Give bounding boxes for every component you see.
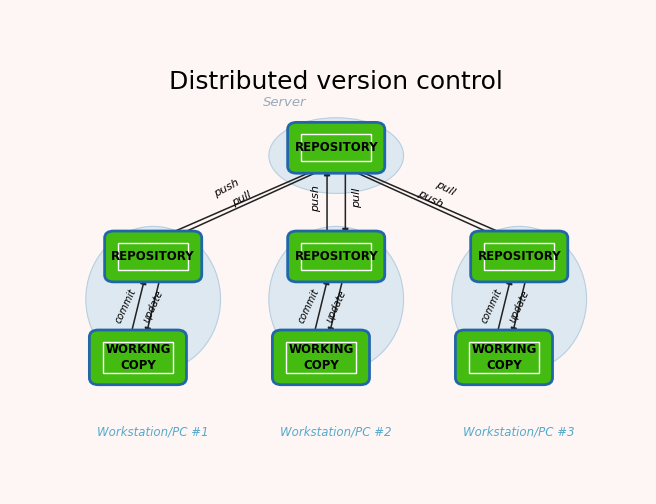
Ellipse shape <box>269 226 403 372</box>
FancyBboxPatch shape <box>89 330 186 385</box>
Text: pull: pull <box>352 188 361 209</box>
FancyBboxPatch shape <box>287 122 385 173</box>
FancyArrowPatch shape <box>512 278 526 333</box>
Text: push: push <box>213 178 241 199</box>
FancyBboxPatch shape <box>104 231 202 282</box>
Text: push: push <box>416 188 445 210</box>
FancyBboxPatch shape <box>455 330 552 385</box>
Ellipse shape <box>269 118 403 194</box>
FancyArrowPatch shape <box>325 171 329 235</box>
FancyArrowPatch shape <box>345 167 497 236</box>
Text: Workstation/PC #3: Workstation/PC #3 <box>463 426 575 439</box>
Ellipse shape <box>86 226 220 372</box>
FancyArrowPatch shape <box>343 169 348 233</box>
Text: REPOSITORY: REPOSITORY <box>478 250 561 263</box>
Text: REPOSITORY: REPOSITORY <box>295 141 378 154</box>
Text: Workstation/PC #1: Workstation/PC #1 <box>97 426 209 439</box>
Text: commit: commit <box>296 287 321 325</box>
Text: WORKING
COPY: WORKING COPY <box>105 343 171 372</box>
Text: update: update <box>324 288 348 324</box>
Text: WORKING
COPY: WORKING COPY <box>288 343 354 372</box>
Text: REPOSITORY: REPOSITORY <box>112 250 195 263</box>
Text: Workstation/PC #2: Workstation/PC #2 <box>280 426 392 439</box>
FancyBboxPatch shape <box>470 231 568 282</box>
Text: pull: pull <box>231 190 253 208</box>
Text: commit: commit <box>113 287 138 325</box>
Text: Server: Server <box>262 96 306 109</box>
FancyBboxPatch shape <box>287 231 385 282</box>
Ellipse shape <box>452 226 586 372</box>
Text: Distributed version control: Distributed version control <box>169 70 503 94</box>
FancyArrowPatch shape <box>314 279 329 334</box>
Text: update: update <box>507 288 531 324</box>
FancyArrowPatch shape <box>162 168 320 237</box>
FancyArrowPatch shape <box>131 279 146 334</box>
Text: pull: pull <box>434 179 457 198</box>
Text: push: push <box>311 185 321 212</box>
FancyBboxPatch shape <box>272 330 369 385</box>
FancyArrowPatch shape <box>497 279 512 334</box>
Text: REPOSITORY: REPOSITORY <box>295 250 378 263</box>
FancyArrowPatch shape <box>176 167 327 236</box>
Text: update: update <box>141 288 165 324</box>
Text: WORKING
COPY: WORKING COPY <box>471 343 537 372</box>
Text: commit: commit <box>479 287 504 325</box>
FancyArrowPatch shape <box>329 278 343 333</box>
FancyArrowPatch shape <box>352 168 510 237</box>
FancyArrowPatch shape <box>146 278 160 333</box>
